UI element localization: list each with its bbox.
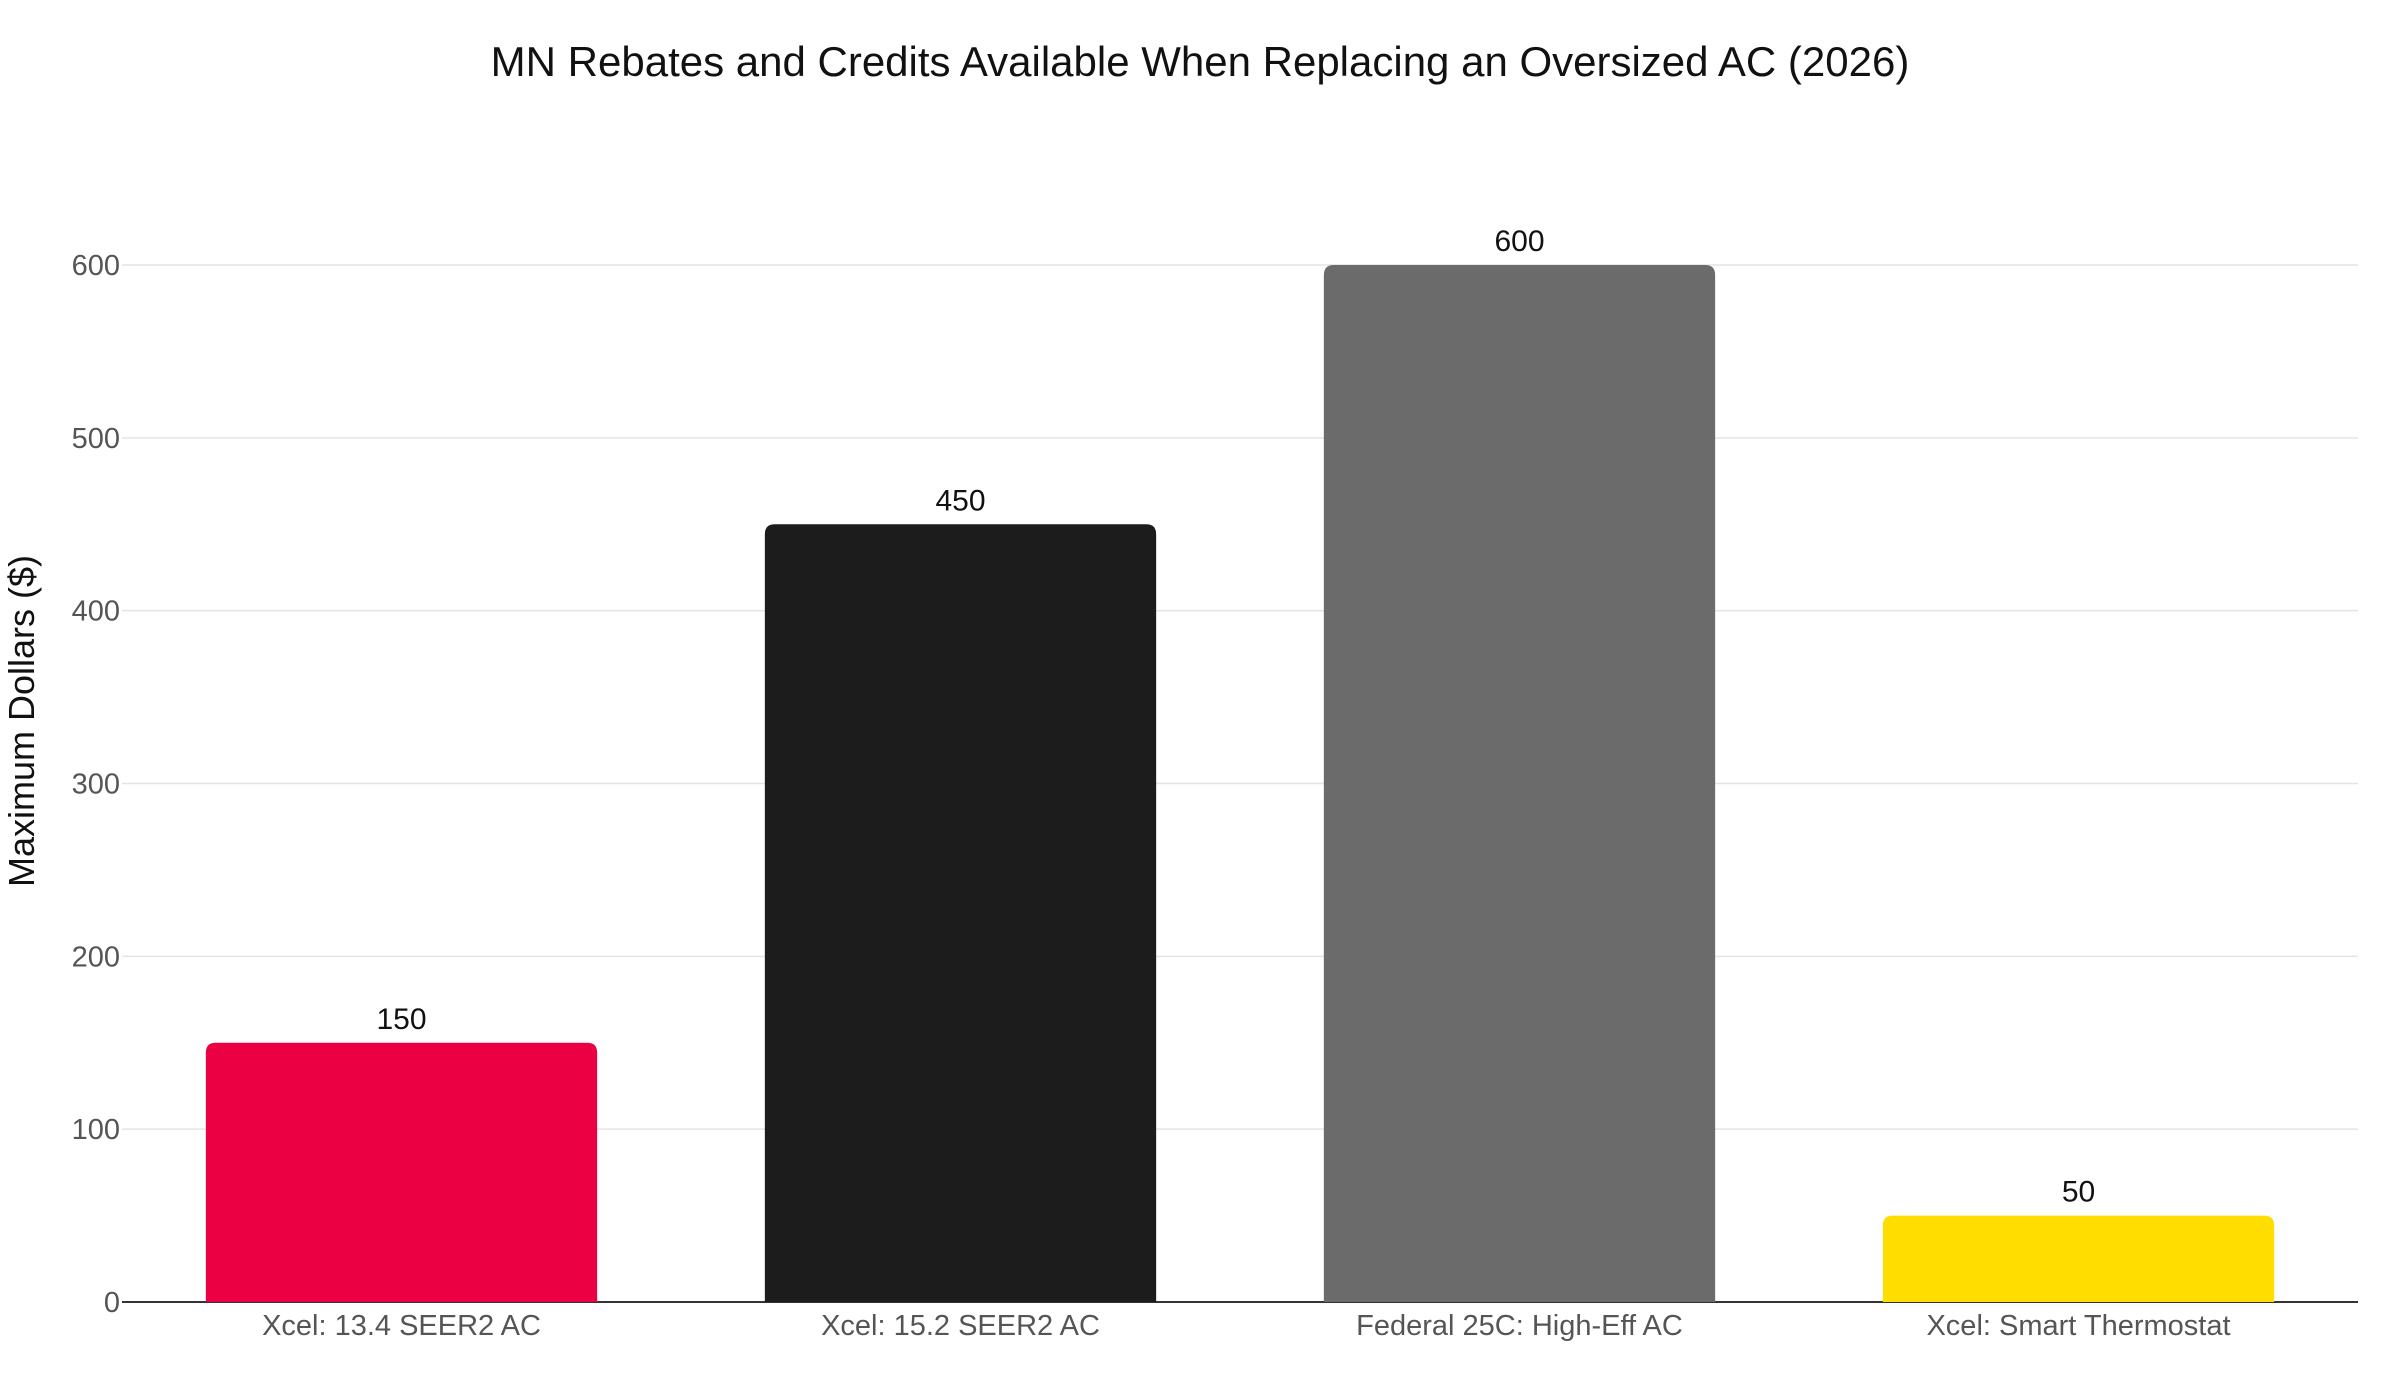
data-label: 50 [2062,1176,2095,1209]
y-tick-label: 200 [72,941,120,973]
bar-2 [764,524,1157,1302]
data-label: 450 [935,484,985,517]
x-tick-label: Federal 25C: High-Eff AC [1356,1310,1683,1342]
x-tick-label: Xcel: Smart Thermostat [1926,1310,2230,1342]
x-tick-label: Xcel: 15.2 SEER2 AC [821,1310,1100,1342]
y-tick-label: 400 [72,596,120,628]
y-tick-label: 500 [72,423,120,455]
x-tick-label: Xcel: 13.4 SEER2 AC [262,1310,541,1342]
y-tick-label: 100 [72,1114,120,1146]
data-label: 600 [1494,225,1544,258]
chart-title: MN Rebates and Credits Available When Re… [490,38,1910,85]
bar-4 [1882,1215,2275,1302]
bar-1 [205,1042,598,1302]
y-tick-label: 0 [104,1287,120,1319]
bar-3 [1323,265,1716,1302]
data-label: 150 [376,1003,426,1036]
y-tick-label: 600 [72,250,120,282]
y-tick-label: 300 [72,769,120,801]
